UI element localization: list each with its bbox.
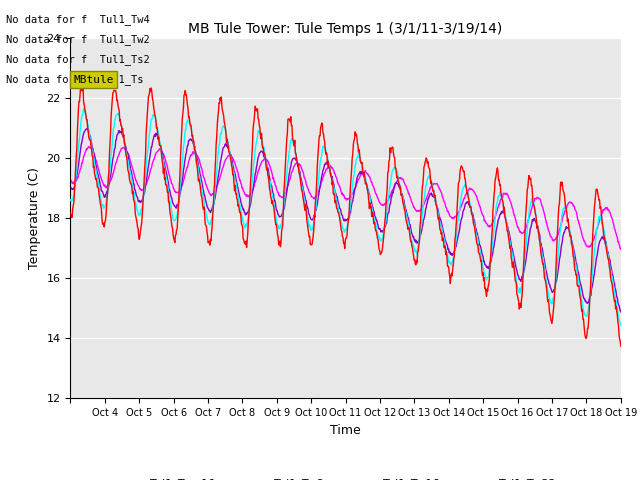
Tul1_Ts-16cm [617,309,625,315]
Tul1_Tw+10cm [67,210,74,216]
Text: No data for f  Tul1_Ts: No data for f Tul1_Ts [6,74,144,85]
Tul1_Ts-32cm [598,210,606,216]
Tul1_Ts-32cm [617,246,625,252]
Tul1_Ts-16cm [170,201,177,206]
Tul1_Ts-8cm [598,220,606,226]
Y-axis label: Temperature (C): Temperature (C) [28,168,41,269]
Tul1_Tw+10cm [598,221,606,227]
Tul1_Tw+10cm [590,214,598,220]
Tul1_Ts-16cm [598,234,606,240]
Tul1_Ts-16cm [83,126,91,132]
Tul1_Ts-8cm [296,170,303,176]
Line: Tul1_Ts-32cm: Tul1_Ts-32cm [70,146,621,249]
Tul1_Ts-16cm [67,184,74,190]
Text: No data for f  Tul1_Tw4: No data for f Tul1_Tw4 [6,13,150,24]
X-axis label: Time: Time [330,424,361,437]
Tul1_Ts-8cm [617,323,625,328]
Line: Tul1_Ts-8cm: Tul1_Ts-8cm [70,108,621,325]
Text: MBtule: MBtule [74,74,114,84]
Legend: Tul1_Tw+10cm, Tul1_Ts-8cm, Tul1_Ts-16cm, Tul1_Ts-32cm: Tul1_Tw+10cm, Tul1_Ts-8cm, Tul1_Ts-16cm,… [115,474,577,480]
Tul1_Ts-8cm [590,255,598,261]
Tul1_Ts-16cm [392,181,399,187]
Tul1_Tw+10cm [170,232,177,238]
Tul1_Ts-8cm [93,176,101,181]
Line: Tul1_Ts-16cm: Tul1_Ts-16cm [70,129,621,312]
Tul1_Tw+10cm [77,83,84,88]
Tul1_Ts-32cm [590,236,598,242]
Tul1_Tw+10cm [296,171,303,177]
Text: No data for f  Tul1_Tw2: No data for f Tul1_Tw2 [6,34,150,45]
Tul1_Ts-16cm [296,168,303,174]
Tul1_Ts-32cm [85,144,93,149]
Tul1_Ts-32cm [392,181,399,187]
Tul1_Ts-32cm [296,162,303,168]
Line: Tul1_Tw+10cm: Tul1_Tw+10cm [70,85,621,346]
Tul1_Tw+10cm [392,165,399,171]
Text: No data for f  Tul1_Ts2: No data for f Tul1_Ts2 [6,54,150,65]
Tul1_Ts-32cm [67,177,74,183]
Tul1_Ts-16cm [590,274,598,279]
Tul1_Ts-8cm [392,165,399,170]
Tul1_Ts-8cm [170,216,177,222]
Title: MB Tule Tower: Tule Temps 1 (3/1/11-3/19/14): MB Tule Tower: Tule Temps 1 (3/1/11-3/19… [188,22,503,36]
Tul1_Ts-8cm [67,197,74,203]
Tul1_Tw+10cm [93,184,101,190]
Tul1_Tw+10cm [617,343,625,349]
Tul1_Ts-8cm [80,106,88,111]
Tul1_Ts-32cm [170,184,177,190]
Tul1_Ts-32cm [93,162,101,168]
Tul1_Ts-16cm [93,170,101,176]
